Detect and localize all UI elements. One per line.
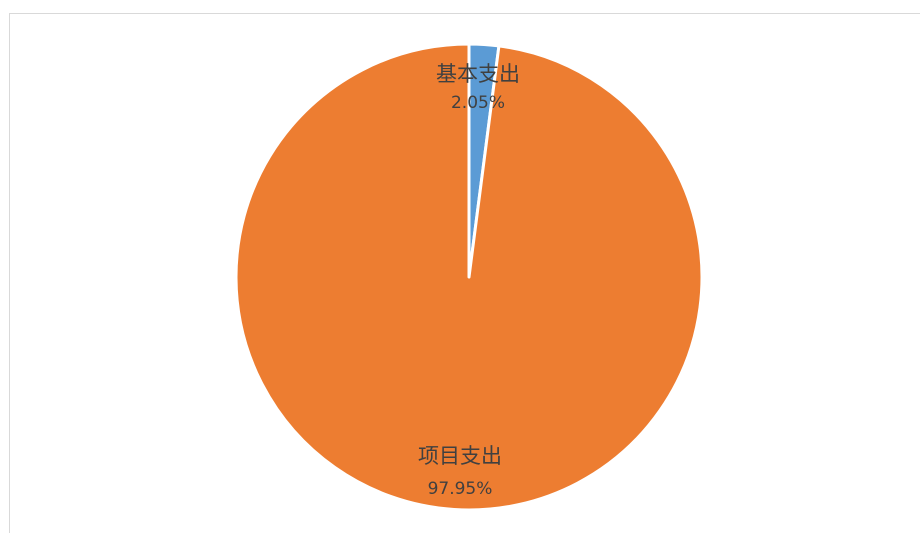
slice-value-basic: 2.05%: [451, 93, 505, 113]
pie-slices: [234, 42, 704, 512]
slice-value-project: 97.95%: [428, 479, 493, 499]
pie-slice-1: [234, 42, 704, 512]
slice-label-basic: 基本支出: [436, 62, 520, 86]
slice-label-project: 项目支出: [418, 444, 502, 468]
